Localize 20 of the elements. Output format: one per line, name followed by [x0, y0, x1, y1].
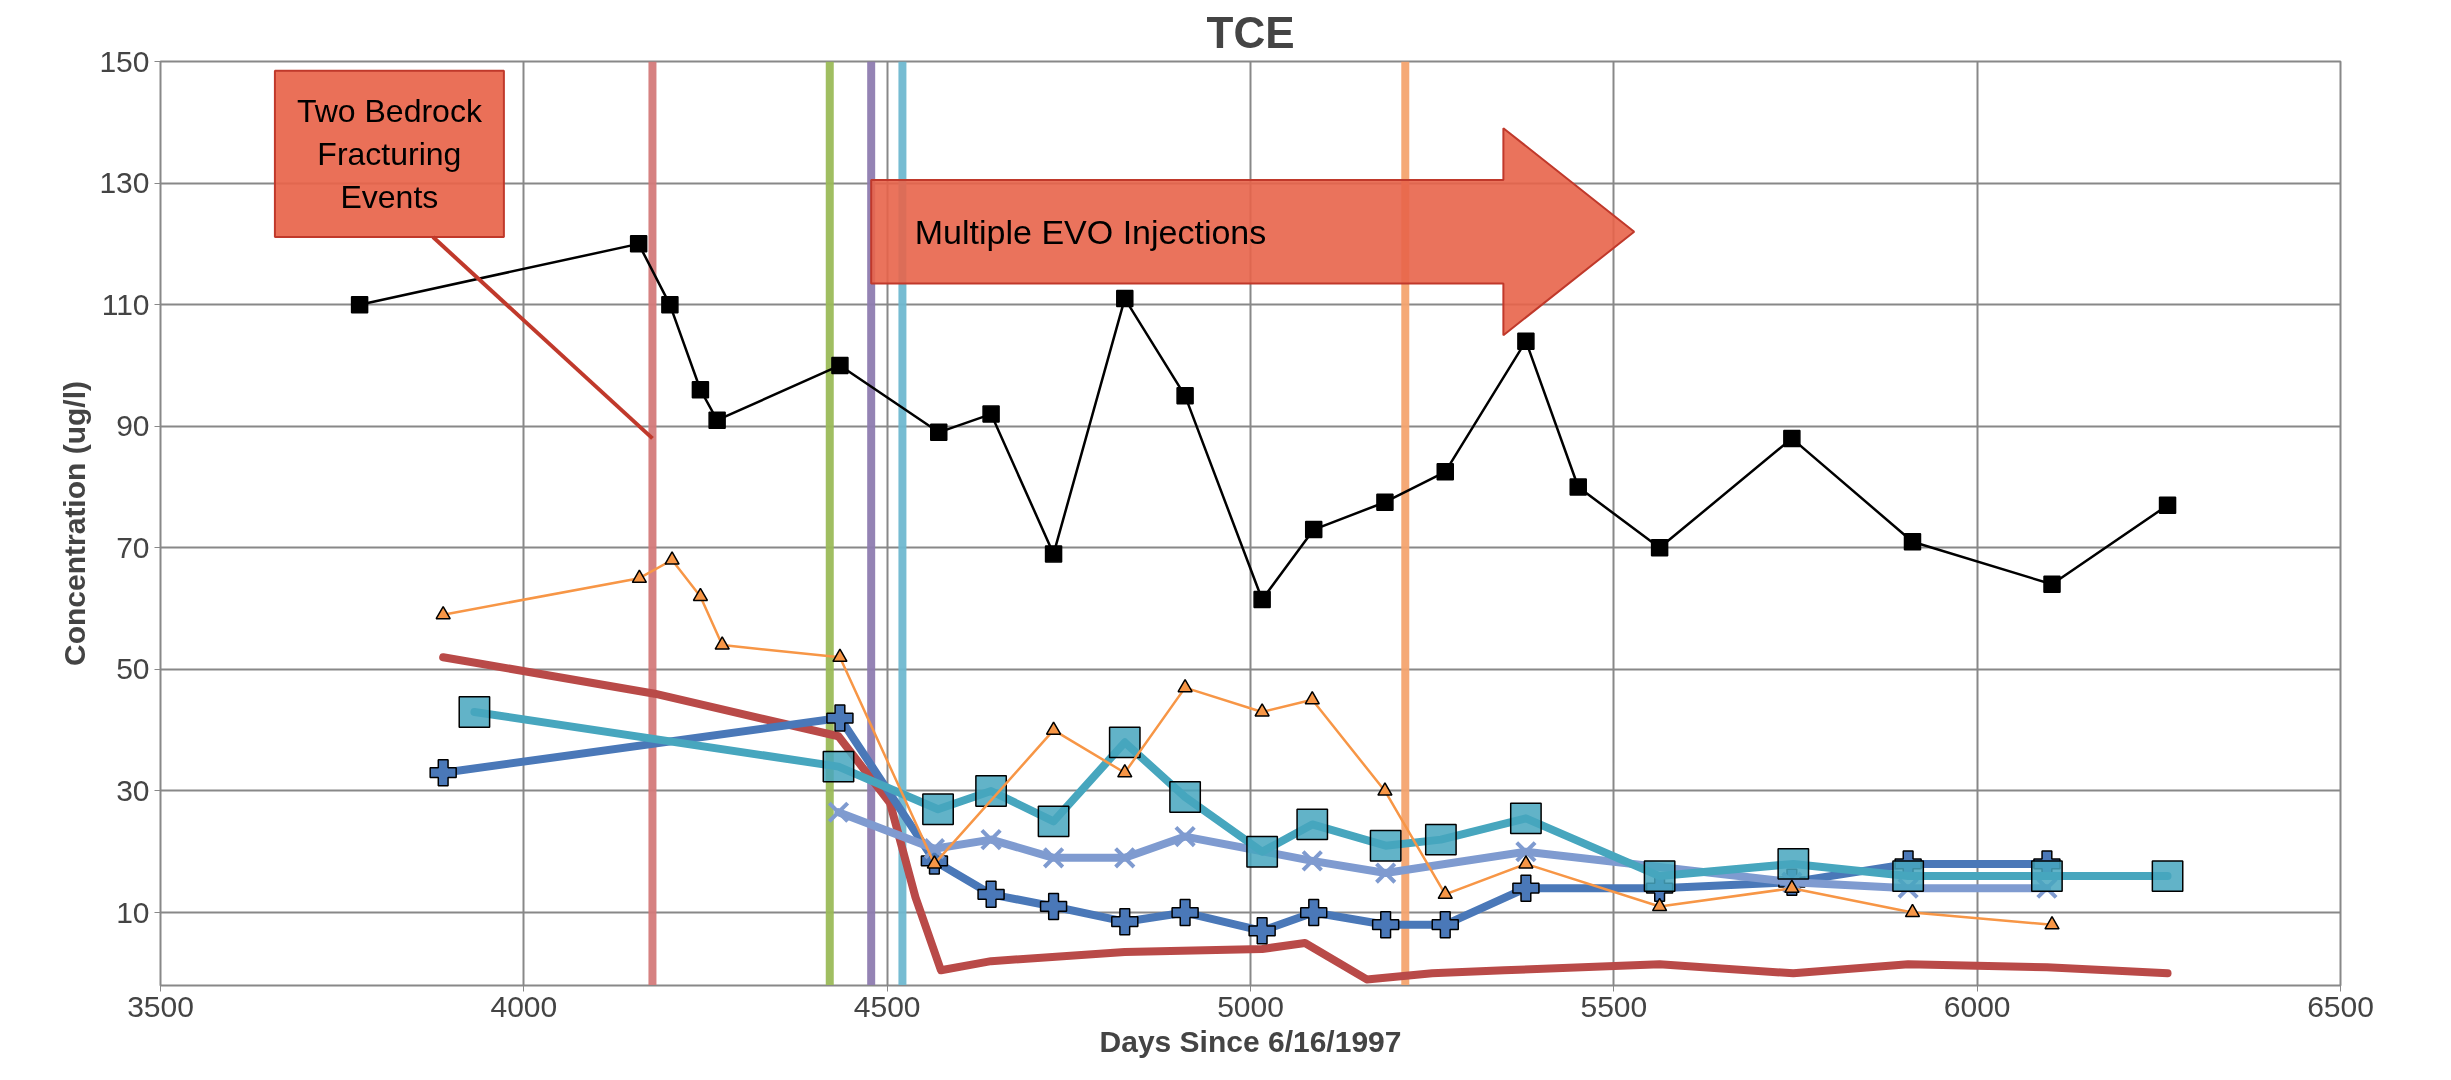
x-axis-title: Days Since 6/16/1997 [1099, 1024, 1402, 1058]
x-tick-label: 4000 [490, 989, 558, 1023]
y-tick-label: 110 [101, 287, 150, 321]
y-tick-label: 90 [116, 409, 150, 443]
x-tick-label: 5000 [1217, 989, 1284, 1023]
x-tick-label: 6000 [1943, 989, 2011, 1023]
y-tick-label: 70 [116, 530, 150, 564]
y-tick-label: 50 [116, 652, 150, 686]
y-tick-label: 150 [99, 44, 150, 78]
y-tick-label: 30 [116, 773, 150, 807]
chart-title: TCE [1206, 7, 1295, 57]
y-axis-title: Concentration (ug/l) [58, 381, 92, 666]
x-tick-label: 6500 [2307, 989, 2374, 1023]
annotation: Two Bedrock Fracturing Events [296, 92, 483, 216]
annotation: Multiple EVO Injections [914, 212, 1267, 251]
x-tick-label: 4500 [853, 989, 921, 1023]
y-tick-label: 10 [116, 895, 150, 929]
x-tick-label: 5500 [1580, 989, 1648, 1023]
x-tick-label: 3500 [127, 989, 194, 1023]
y-tick-label: 130 [99, 166, 150, 200]
